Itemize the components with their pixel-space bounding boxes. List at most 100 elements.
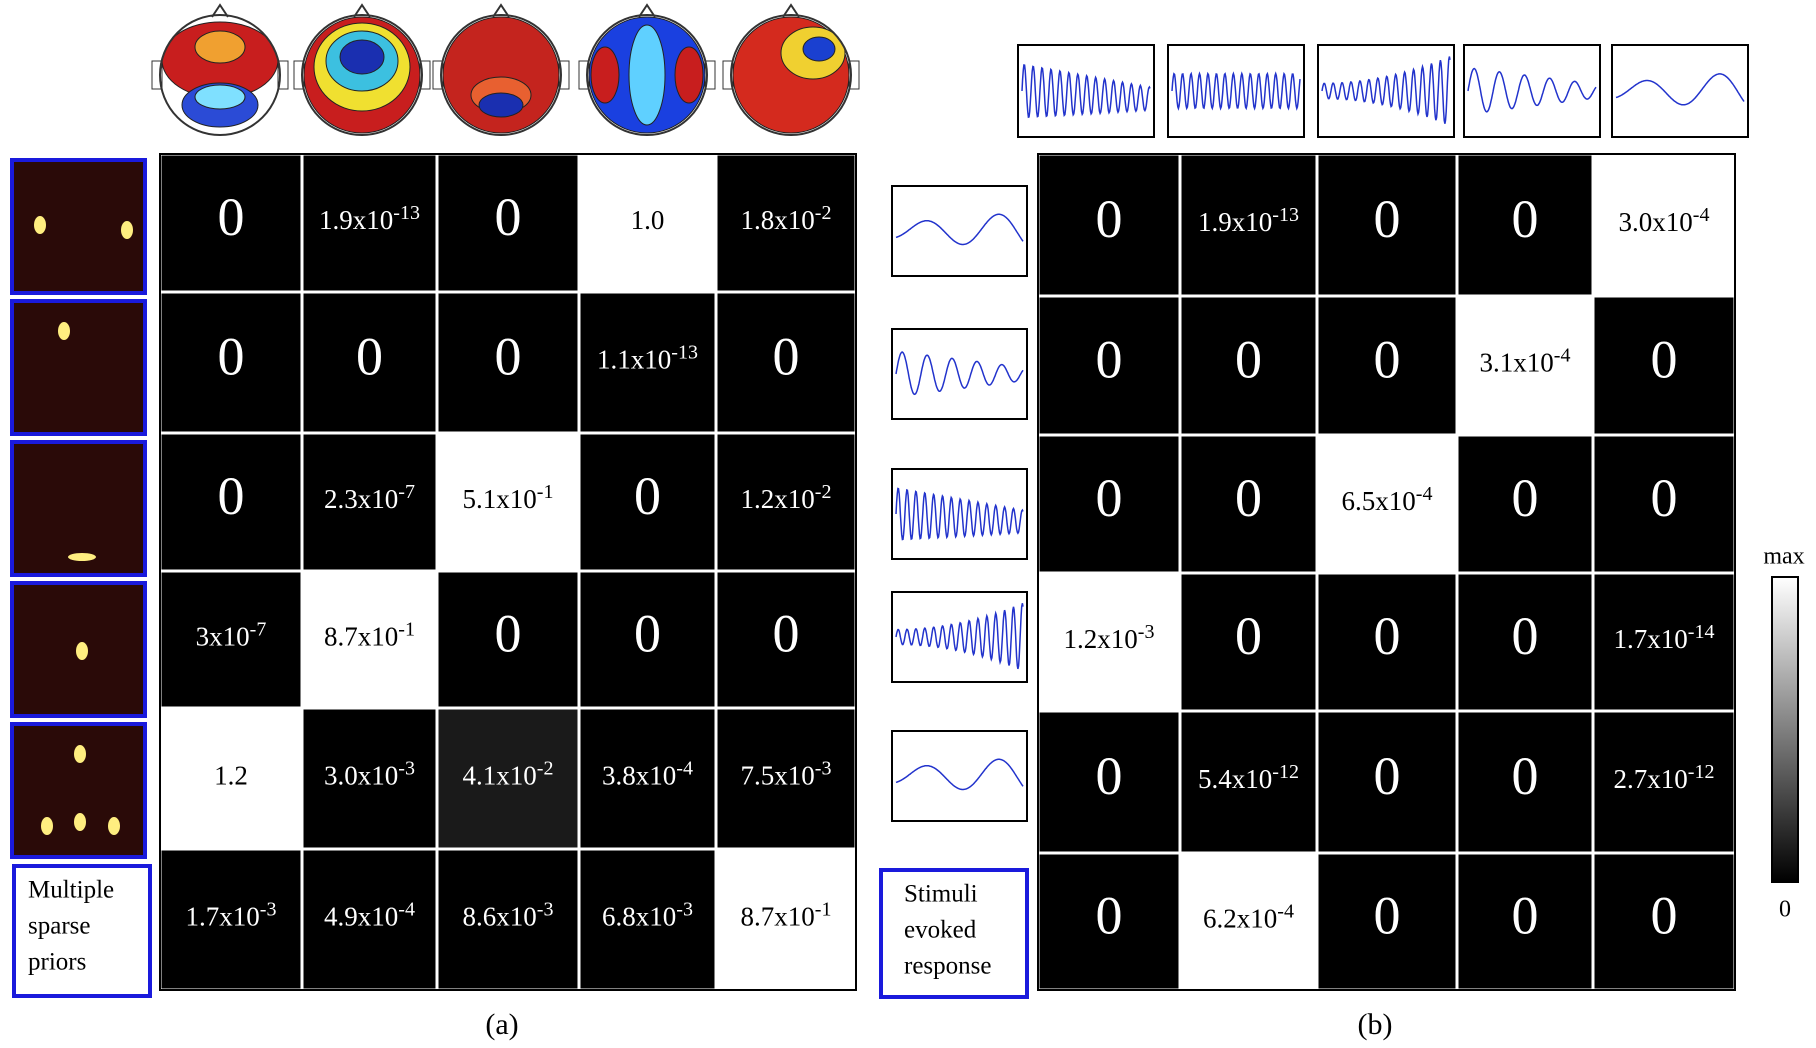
cell-mantissa: 0: [1096, 886, 1123, 946]
cell-mantissa: 0: [1512, 886, 1539, 946]
cell-value: 0: [1374, 606, 1401, 666]
cell-mantissa: 0: [1096, 189, 1123, 249]
cell-mantissa: 1.9x10: [1198, 207, 1272, 237]
cell-mantissa: 0: [773, 327, 800, 387]
scalp-blob: [195, 85, 245, 109]
cell-exponent: -4: [1277, 900, 1294, 922]
page: {"panel_a": {"caption": "(a)", "label": …: [0, 0, 1816, 1048]
source-blob: [108, 817, 120, 835]
cell-value: 0: [1651, 468, 1678, 528]
cell-exponent: -4: [1416, 483, 1433, 505]
caption: (b): [1358, 1008, 1393, 1041]
cell-value: 0: [1374, 330, 1401, 390]
cell-mantissa: 0: [495, 187, 522, 247]
source-blob: [74, 745, 86, 763]
scalp-map: [162, 22, 278, 127]
cell-exponent: -3: [260, 898, 277, 920]
cell-mantissa: 0: [773, 604, 800, 664]
cell-mantissa: 6.5x10: [1342, 486, 1416, 516]
cell-value: 0: [773, 327, 800, 387]
cell-exponent: -12: [1688, 761, 1715, 783]
source-blob: [121, 221, 133, 239]
source-image: [12, 301, 145, 434]
cell-mantissa: 0: [1374, 886, 1401, 946]
cell-value: 1.0: [631, 205, 665, 235]
cell-mantissa: 1.2x10: [1064, 624, 1138, 654]
cell-exponent: -3: [815, 757, 832, 779]
cell-value: 0: [1235, 468, 1262, 528]
cell-value: 0: [634, 604, 661, 664]
row-label: Multiple: [28, 877, 114, 904]
cell-mantissa: 1.8x10: [741, 205, 815, 235]
cell-mantissa: 0: [356, 327, 383, 387]
source-image: [12, 724, 145, 857]
cell-mantissa: 0: [1096, 746, 1123, 806]
colorbar: [1772, 577, 1798, 882]
cell-mantissa: 0: [1374, 606, 1401, 666]
scalp-blob: [591, 47, 619, 103]
cell-value: 0: [634, 466, 661, 526]
row-label: sparse: [28, 913, 90, 940]
cell-value: 0: [1651, 886, 1678, 946]
cell-exponent: -13: [671, 341, 698, 363]
cell-exponent: -3: [676, 898, 693, 920]
cell-exponent: -2: [537, 757, 554, 779]
cell-value: 0: [218, 327, 245, 387]
cell-exponent: -3: [1138, 621, 1155, 643]
cell-mantissa: 1.7x10: [1614, 624, 1688, 654]
cell-exponent: -4: [1693, 204, 1710, 226]
row-label: response: [904, 953, 991, 980]
source-blob: [74, 813, 86, 831]
cell-exponent: -7: [398, 481, 415, 503]
cell-mantissa: 0: [495, 327, 522, 387]
scalp-blob: [675, 47, 703, 103]
cell-mantissa: 0: [1651, 330, 1678, 390]
cell-mantissa: 0: [1235, 330, 1262, 390]
cell-mantissa: 0: [1374, 746, 1401, 806]
source-blob: [34, 216, 46, 234]
source-blob: [58, 322, 70, 340]
cell-mantissa: 0: [1096, 330, 1123, 390]
cell-value: 0: [1096, 468, 1123, 528]
cell-value: 0: [1235, 330, 1262, 390]
cell-mantissa: 2.7x10: [1614, 764, 1688, 794]
caption: (a): [485, 1008, 518, 1041]
scalp-blob: [195, 31, 245, 63]
cell-mantissa: 1.1x10: [597, 345, 671, 375]
cell-value: 0: [1512, 746, 1539, 806]
cell-mantissa: 6.2x10: [1203, 904, 1277, 934]
scalp-blob: [803, 37, 835, 61]
cell-mantissa: 0: [634, 604, 661, 664]
scalp-map: [443, 17, 559, 133]
cell-exponent: -1: [815, 898, 832, 920]
cell-mantissa: 3x10: [196, 622, 250, 652]
cell-exponent: -7: [250, 618, 267, 640]
cell-mantissa: 8.7x10: [741, 902, 815, 932]
cell-mantissa: 0: [1512, 746, 1539, 806]
cell-value: 0: [773, 604, 800, 664]
cell-value: 0: [1374, 189, 1401, 249]
cell-mantissa: 1.0: [631, 205, 665, 235]
cell-mantissa: 3.1x10: [1480, 348, 1554, 378]
cell-value: 0: [495, 187, 522, 247]
waveform-box: [892, 329, 1027, 419]
cell-value: 0: [1096, 886, 1123, 946]
cell-mantissa: 1.9x10: [319, 205, 393, 235]
cell-mantissa: 0: [1235, 468, 1262, 528]
cell-mantissa: 0: [1512, 468, 1539, 528]
row-label: priors: [28, 949, 86, 976]
colorbar-label: 0: [1779, 897, 1791, 923]
figure: (a) (b) max 0 01.9x10-1301.01.8x10-20001…: [0, 0, 1816, 1048]
cell-mantissa: 0: [1096, 468, 1123, 528]
cell-mantissa: 0: [1235, 606, 1262, 666]
cell-exponent: -1: [537, 481, 554, 503]
cell-mantissa: 1.2: [214, 761, 248, 791]
cell-value: 0: [1512, 886, 1539, 946]
source-blob: [68, 553, 96, 561]
cell-value: 0: [1512, 468, 1539, 528]
cell-exponent: -14: [1688, 621, 1715, 643]
scalp-map: [589, 17, 705, 133]
cell-mantissa: 2.3x10: [324, 484, 398, 514]
cell-mantissa: 6.8x10: [602, 902, 676, 932]
cell-mantissa: 3.8x10: [602, 761, 676, 791]
